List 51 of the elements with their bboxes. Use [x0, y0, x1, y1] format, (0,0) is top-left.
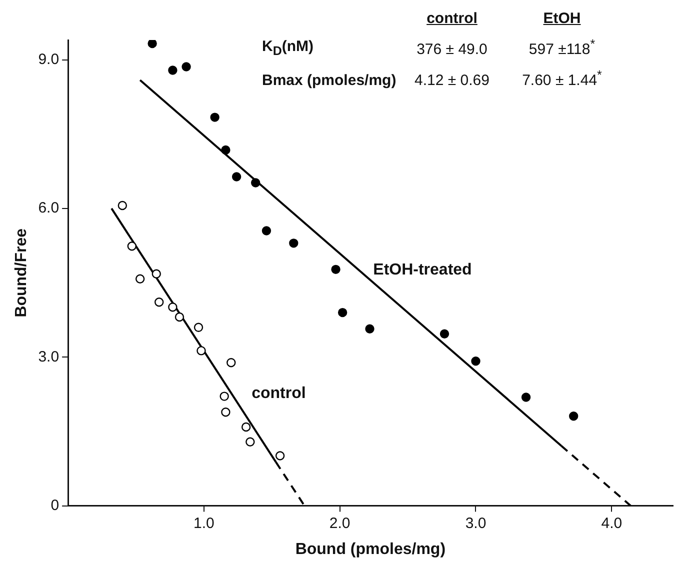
point	[148, 40, 157, 48]
point	[289, 238, 298, 248]
y-axis-title: Bound/Free	[13, 228, 30, 318]
x-axis-title: Bound (pmoles/mg)	[295, 540, 446, 558]
point	[440, 329, 450, 338]
point	[246, 437, 255, 446]
point	[220, 392, 229, 401]
point	[168, 66, 178, 75]
series-label: EtOH-treated	[373, 262, 472, 279]
text: control	[426, 10, 478, 27]
y-tick-label: 9.0	[38, 50, 60, 68]
x-tick-label: 2.0	[329, 514, 350, 532]
point	[521, 392, 531, 402]
point	[168, 302, 178, 312]
point	[471, 356, 480, 366]
point	[194, 322, 204, 332]
point	[135, 274, 145, 284]
point	[232, 172, 242, 182]
point	[196, 346, 206, 356]
point	[250, 178, 260, 188]
point	[221, 408, 230, 417]
point	[568, 412, 578, 421]
point	[152, 269, 161, 278]
point	[118, 200, 128, 210]
point	[127, 242, 137, 251]
y-tick-label: 6.0	[38, 200, 60, 217]
x-tick-label: 1.0	[194, 514, 214, 532]
point	[241, 422, 251, 432]
point	[221, 145, 230, 155]
annotation: K$_{D}$(nM)	[262, 38, 315, 58]
text: EtOH	[542, 10, 582, 27]
point	[365, 324, 374, 334]
series-label: control	[252, 385, 306, 402]
x-tick-label: 3.0	[465, 514, 486, 532]
point	[182, 62, 191, 72]
annotation: Bmax (pmoles/mg)	[262, 72, 397, 89]
x-tick-label: 4.0	[601, 514, 622, 532]
annotation: 376 ± 49.0	[416, 41, 488, 58]
y-tick-label: 0	[50, 496, 60, 514]
point	[338, 308, 348, 318]
point	[331, 264, 340, 274]
point	[210, 112, 220, 122]
annotation: 4.12 ± 0.69	[414, 72, 490, 89]
point	[154, 298, 164, 307]
point	[262, 226, 272, 236]
annotation: 7.60 ± 1.44$^{*}$	[521, 68, 603, 89]
point	[275, 451, 285, 460]
y-tick-label: 3.0	[38, 348, 60, 366]
point	[226, 358, 236, 368]
annotation: 597 ±118$^{*}$	[528, 37, 596, 58]
point	[174, 312, 184, 322]
